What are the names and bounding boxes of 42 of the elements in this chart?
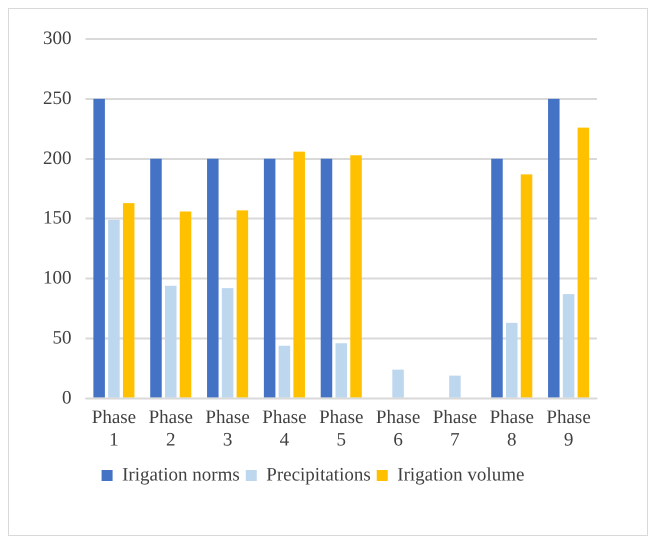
x-tick-label: Phase 9 (546, 406, 591, 451)
bar (548, 98, 560, 398)
bar (392, 370, 404, 398)
bar (207, 158, 219, 398)
x-tick-label: Phase 8 (490, 406, 534, 451)
y-tick-label: 150 (43, 208, 72, 229)
y-tick-label: 50 (52, 327, 72, 348)
bar (93, 98, 105, 398)
bar (562, 294, 574, 398)
bar (320, 158, 332, 398)
bar (264, 158, 276, 398)
bar (491, 158, 503, 398)
y-tick-label: 250 (43, 88, 72, 109)
legend-label: Irigation norms (122, 464, 240, 486)
y-tick-label: 100 (43, 268, 72, 289)
bar (578, 128, 590, 398)
x-tick-label: Phase 3 (205, 406, 250, 451)
bar (222, 288, 234, 398)
bar (278, 346, 290, 398)
bar (180, 212, 192, 398)
bar (108, 220, 120, 398)
x-tick-label: Phase 5 (319, 406, 364, 451)
bar (520, 174, 532, 398)
y-tick-label: 200 (43, 148, 72, 169)
legend-label: Irigation volume (397, 464, 524, 486)
bar (150, 158, 162, 398)
y-tick-label: 300 (43, 28, 72, 49)
bar (164, 286, 177, 398)
bar (350, 155, 362, 398)
legend-label: Precipitations (266, 464, 371, 486)
bar (506, 322, 518, 398)
x-tick-label: Phase 4 (262, 406, 307, 451)
bar (335, 343, 348, 398)
y-tick-label: 0 (62, 387, 72, 408)
x-tick-label: Phase 2 (148, 406, 193, 451)
bar (236, 210, 248, 398)
x-tick-label: Phase 1 (92, 406, 136, 451)
x-tick-label: Phase 7 (432, 406, 478, 451)
bar (293, 152, 305, 398)
bar (449, 376, 461, 398)
x-tick-label: Phase 6 (376, 406, 420, 451)
bar (122, 203, 134, 398)
